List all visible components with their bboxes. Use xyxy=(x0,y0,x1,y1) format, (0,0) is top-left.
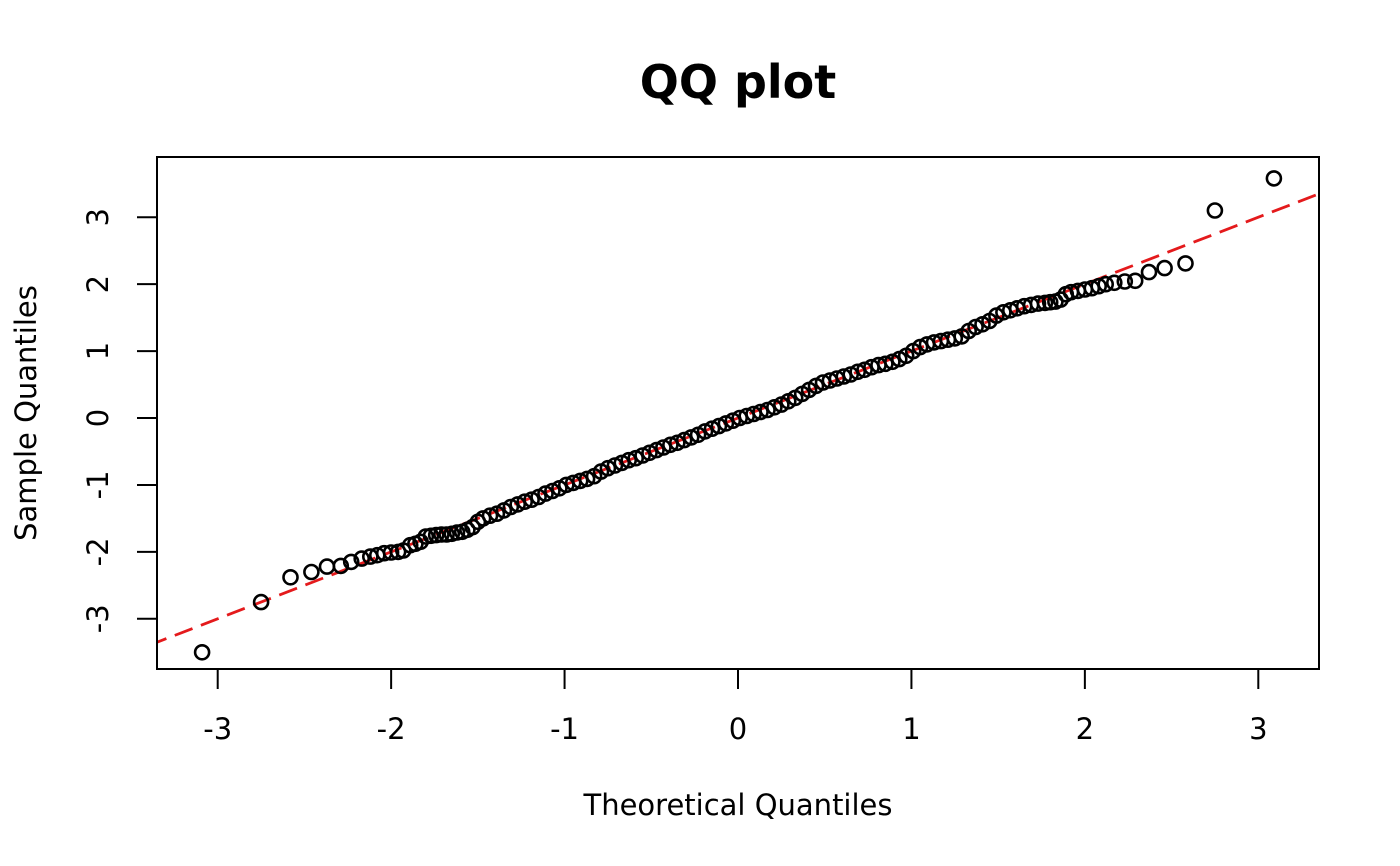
data-point xyxy=(877,355,894,373)
data-point xyxy=(193,643,211,661)
y-axis: -3 -2 -1 0 1 2 3 xyxy=(81,208,157,633)
data-point xyxy=(332,557,350,575)
data-point xyxy=(571,472,589,490)
y-tick-label: 0 xyxy=(81,409,115,427)
y-tick-label: -3 xyxy=(81,604,115,633)
x-tick-label: -2 xyxy=(377,712,406,746)
data-points xyxy=(193,170,1283,661)
y-axis-label: Sample Quantiles xyxy=(9,285,43,541)
data-point xyxy=(282,568,299,586)
data-point xyxy=(1156,259,1173,277)
data-point xyxy=(1126,272,1144,290)
data-point xyxy=(1106,274,1123,292)
y-tick-label: -2 xyxy=(81,537,115,566)
x-tick-label: 3 xyxy=(1249,712,1267,746)
y-tick-label: 3 xyxy=(81,208,115,226)
x-tick-label: 2 xyxy=(1076,712,1094,746)
data-point xyxy=(1140,263,1158,281)
data-point xyxy=(1029,295,1047,312)
data-point xyxy=(1090,277,1107,295)
data-point xyxy=(1177,255,1194,272)
data-point xyxy=(252,593,270,611)
chart-title: QQ plot xyxy=(640,55,837,109)
x-axis-label: Theoretical Quantiles xyxy=(582,788,892,822)
data-point xyxy=(342,553,360,571)
data-point xyxy=(433,526,450,543)
data-point xyxy=(946,330,964,347)
x-tick-label: 1 xyxy=(902,712,920,746)
data-point xyxy=(835,368,853,385)
data-point xyxy=(516,493,534,511)
x-tick-label: -1 xyxy=(550,712,579,746)
data-point xyxy=(1265,170,1283,187)
data-point xyxy=(1206,202,1224,219)
data-point xyxy=(752,403,769,421)
x-tick-label: -3 xyxy=(203,712,232,746)
data-point xyxy=(620,451,638,469)
data-point xyxy=(382,544,400,561)
data-point xyxy=(1097,275,1114,293)
data-point xyxy=(303,563,320,581)
x-axis: -3 -2 -1 0 1 2 3 xyxy=(203,669,1268,746)
data-point xyxy=(353,550,371,567)
y-tick-label: -1 xyxy=(81,470,115,499)
x-tick-label: 0 xyxy=(729,712,747,746)
data-point xyxy=(481,507,499,525)
data-point xyxy=(1116,273,1134,290)
y-tick-label: 2 xyxy=(81,275,115,293)
y-tick-label: 1 xyxy=(81,342,115,360)
data-point xyxy=(464,518,481,536)
